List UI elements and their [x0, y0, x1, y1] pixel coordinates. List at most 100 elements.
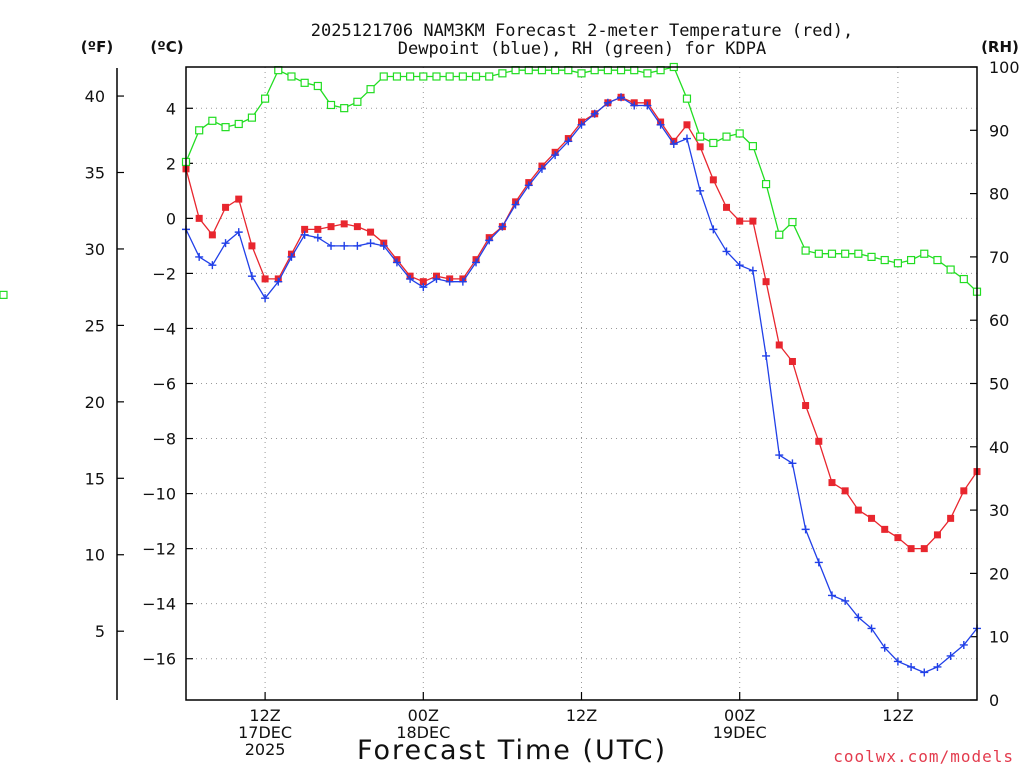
dewpoint-point: [709, 225, 718, 234]
temperature-point: [222, 203, 230, 211]
gridlines: [186, 67, 977, 700]
rh-point: [946, 265, 955, 274]
dewpoint-point: [274, 277, 283, 286]
rh-point: [682, 94, 692, 103]
rh-point: [722, 132, 731, 141]
dewpoint-point: [854, 613, 863, 622]
rh-point: [959, 274, 968, 284]
dewpoint-point: [261, 294, 270, 303]
rh-point: [788, 217, 797, 227]
temperature-point: [301, 225, 309, 233]
rh-point: [261, 94, 270, 103]
tick-label-fahrenheit: 35: [85, 164, 105, 183]
dewpoint-point: [788, 459, 797, 468]
dewpoint-point: [748, 266, 757, 275]
rh-point: [906, 255, 916, 265]
tick-label-rh: 30: [989, 501, 1009, 520]
chart-title-line2: Dewpoint (blue), RH (green) for KDPA: [398, 39, 766, 59]
tick-label-celsius: −10: [142, 485, 176, 504]
dewpoint-point: [762, 351, 771, 360]
temperature-point: [920, 545, 928, 553]
rh-point: [577, 69, 586, 78]
temperature-point: [235, 195, 243, 203]
dewpoint-point: [313, 233, 322, 242]
rh-point: [933, 255, 942, 265]
tick-label-fahrenheit: 40: [85, 87, 105, 106]
dewpoint-point: [682, 134, 691, 143]
tick-label-fahrenheit: 30: [85, 240, 105, 259]
dewpoint-point: [920, 668, 929, 677]
tick-label-fahrenheit: 20: [85, 393, 105, 412]
temperature-point: [419, 278, 427, 286]
temperature-point: [960, 487, 968, 495]
watermark-text: coolwx.com/models: [833, 747, 1014, 766]
rh-point: [867, 252, 876, 261]
rh-point: [643, 69, 652, 78]
temperature-point: [340, 220, 348, 228]
tick-label-x: 12Z: [882, 706, 913, 725]
dewpoint-point: [458, 277, 467, 286]
tick-label-fahrenheit: 10: [85, 546, 105, 565]
dewpoint-point: [696, 186, 705, 195]
dewpoint-point: [406, 274, 415, 283]
temperature-point: [762, 278, 770, 286]
rh-point: [326, 100, 336, 110]
tick-label-celsius: 4: [166, 99, 176, 118]
tick-label-celsius: −8: [152, 430, 176, 449]
rh-point: [696, 132, 705, 141]
dewpoint-point: [603, 98, 612, 107]
dewpoint-point: [907, 662, 916, 671]
dewpoint-point: [722, 247, 731, 256]
unit-label-fahrenheit: (ºF): [81, 38, 113, 56]
tick-label-fahrenheit: 25: [85, 316, 105, 335]
dewpoint-point: [933, 662, 942, 671]
rh-point: [920, 249, 929, 258]
rh-point: [498, 69, 507, 78]
rh-point: [419, 72, 428, 81]
dewpoint-point: [801, 525, 810, 534]
tick-label-x: 00Z: [724, 706, 755, 725]
tick-label-x: 19DEC: [713, 723, 767, 742]
temperature-point: [683, 121, 691, 129]
rh-point: [709, 138, 718, 148]
tick-label-celsius: 0: [166, 209, 176, 228]
rh-point: [893, 259, 903, 268]
temperature-point: [736, 217, 744, 225]
temperature-point: [749, 217, 757, 225]
unit-label-celsius: (ºC): [150, 38, 183, 56]
dewpoint-point: [287, 252, 296, 261]
rh-point: [208, 116, 217, 125]
dewpoint-point: [643, 101, 652, 110]
tick-label-celsius: −16: [142, 650, 176, 669]
tick-label-rh: 80: [989, 185, 1009, 204]
dewpoint-point: [577, 120, 586, 129]
rh-point: [221, 123, 230, 132]
dewpoint-point: [353, 241, 362, 250]
dewpoint-point: [537, 164, 546, 173]
temperature-point: [868, 514, 876, 522]
dewpoint-point: [669, 140, 678, 149]
temperature-point: [248, 242, 256, 250]
tick-label-x: 2025: [245, 740, 286, 759]
rh-point: [300, 78, 309, 87]
temperature-point: [195, 214, 203, 222]
dewpoint-point: [485, 236, 494, 245]
temperature-point: [353, 223, 361, 231]
temperature-point: [947, 514, 955, 522]
rh-point: [485, 72, 494, 81]
temperature-point: [775, 341, 783, 349]
temperature-point: [367, 228, 375, 236]
dewpoint-point: [498, 222, 507, 231]
tick-label-fahrenheit: 5: [95, 622, 105, 641]
dewpoint-point: [630, 101, 639, 110]
temperature-point: [881, 525, 889, 533]
temperature-point: [933, 531, 941, 539]
tick-label-celsius: −6: [152, 375, 176, 394]
temperature-point: [802, 402, 810, 410]
tick-label-celsius: −12: [142, 540, 176, 559]
dewpoint-point: [379, 241, 388, 250]
temperature-point: [841, 487, 849, 495]
rh-point: [340, 104, 349, 113]
rh-point: [313, 81, 322, 91]
temperature-point: [828, 479, 836, 487]
